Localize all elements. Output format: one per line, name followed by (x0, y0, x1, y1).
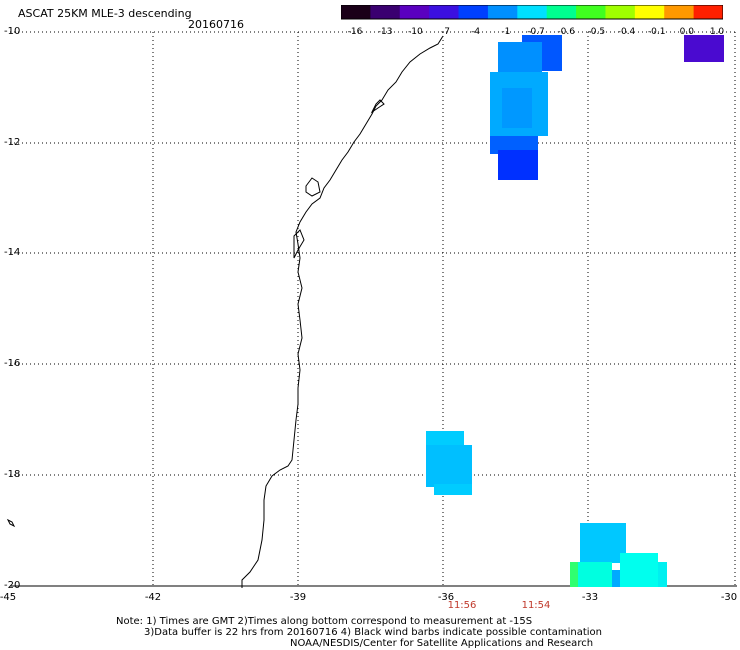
colorbar-segment (399, 5, 430, 19)
colorbar (341, 5, 723, 20)
colorbar-segment (546, 5, 577, 19)
colorbar-segment (487, 5, 518, 19)
note-line-3: NOAA/NESDIS/Center for Satellite Applica… (290, 638, 594, 649)
y-label-12: -12 (4, 137, 21, 148)
colorbar-tick-label: -1 (501, 27, 511, 37)
colorbar-tick-label: -7 (441, 27, 450, 37)
y-label-14: -14 (4, 247, 21, 258)
x-label-39: -39 (289, 592, 307, 603)
colorbar-segment (458, 5, 489, 19)
colorbar-segment (341, 5, 371, 19)
note-line-2: 3)Data buffer is 22 hrs from 20160716 4)… (144, 627, 602, 638)
coastline (241, 35, 444, 588)
colorbar-segment (693, 5, 723, 19)
time-label: 11:54 (521, 600, 551, 611)
grid-lines (10, 31, 737, 586)
map-title: ASCAT 25KM MLE-3 descending (18, 7, 192, 20)
y-label-18: -18 (4, 469, 21, 480)
x-label-33: -33 (581, 592, 599, 603)
time-label: 11:56 (447, 600, 477, 611)
x-label-36: -36 (437, 592, 455, 603)
colorbar-segment (634, 5, 665, 19)
colorbar-segment (370, 5, 401, 19)
colorbar-tick-label: 1.0 (709, 27, 725, 37)
colorbar-tick-label: -4 (471, 27, 481, 37)
map-date: 20160716 (188, 18, 244, 31)
colorbar-tick-label: -0.7 (527, 27, 545, 37)
colorbar-tick-label: -0.1 (647, 27, 666, 37)
colorbar-segment (429, 5, 460, 19)
colorbar-segment (605, 5, 636, 19)
colorbar-tick-label: -0.5 (587, 27, 606, 37)
colorbar-segment (576, 5, 606, 19)
note-line-1: Note: 1) Times are GMT 2)Times along bot… (116, 616, 533, 627)
y-label-20: -20 (4, 580, 21, 591)
y-label-16: -16 (4, 358, 21, 369)
x-label-45: -45 (0, 592, 17, 603)
colorbar-tick-label: -13 (377, 27, 393, 37)
x-label-30: -30 (720, 592, 738, 603)
colorbar-tick-label: -10 (407, 27, 423, 37)
x-label-42: -42 (144, 592, 162, 603)
colorbar-segment (517, 5, 548, 19)
y-label-10: -10 (4, 26, 21, 37)
wind-data-cells (426, 35, 724, 587)
colorbar-segment (664, 5, 695, 19)
